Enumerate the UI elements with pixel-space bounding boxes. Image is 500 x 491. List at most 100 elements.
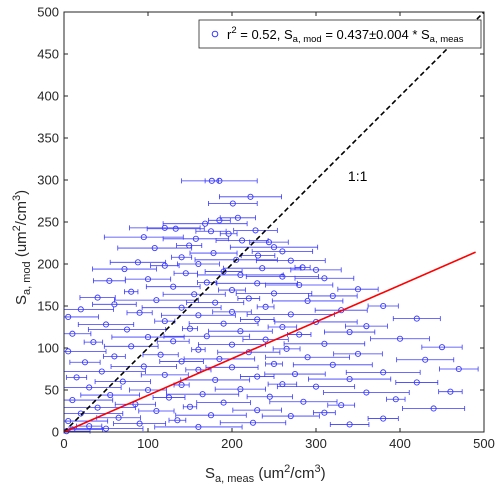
legend-r-sup: 2 [231, 25, 236, 36]
point-marker [279, 248, 286, 255]
data-point [205, 364, 259, 371]
point-marker [90, 339, 97, 346]
data-point [146, 225, 205, 232]
data-point [323, 389, 410, 396]
point-marker [136, 420, 143, 427]
data-point [292, 361, 373, 368]
data-point [63, 384, 122, 391]
data-point [267, 323, 298, 331]
data-point [217, 349, 281, 356]
data-point [218, 286, 246, 294]
point-marker [195, 312, 202, 319]
data-point [182, 403, 198, 410]
data-point [219, 230, 238, 237]
data-point [235, 290, 313, 297]
point-marker [107, 391, 114, 399]
point-marker [380, 415, 387, 422]
point-marker [207, 412, 215, 419]
y-label-unit-sup: 2 [11, 225, 23, 231]
data-point [421, 344, 463, 351]
data-point [195, 228, 227, 235]
point-marker [178, 304, 185, 311]
data-point [246, 311, 335, 318]
data-point [337, 286, 379, 293]
point-marker [254, 373, 261, 380]
data-point [142, 351, 179, 358]
point-marker [128, 288, 135, 295]
data-point [196, 399, 251, 406]
x-label-unit-close: /cm [290, 465, 314, 482]
y-tick-label: 450 [37, 47, 59, 62]
data-point [208, 217, 231, 224]
point-marker [191, 291, 198, 298]
data-point [386, 396, 406, 403]
data-point [208, 328, 273, 335]
point-marker [199, 391, 206, 398]
point-marker [210, 250, 217, 257]
data-point [396, 356, 455, 363]
data-point [212, 308, 252, 315]
data-point [141, 304, 222, 311]
point-marker [115, 414, 122, 421]
point-marker [430, 405, 437, 412]
data-point [176, 260, 220, 268]
point-marker [363, 389, 370, 396]
point-marker [259, 265, 266, 272]
legend-entry: r2 = 0.52, Sa, mod = 0.437±0.004 * Sa, m… [227, 25, 464, 45]
y-label-unit-open: (um [13, 231, 30, 261]
data-point [63, 397, 114, 404]
point-marker [291, 370, 299, 378]
point-marker [270, 244, 278, 251]
point-marker [321, 409, 328, 416]
y-tick-label: 250 [37, 215, 59, 230]
point-marker [216, 355, 223, 362]
data-point [68, 425, 144, 432]
data-point [283, 340, 366, 347]
legend-meas-sub: a, meas [430, 34, 464, 45]
point-marker [170, 283, 177, 290]
data-point [162, 235, 230, 242]
point-marker [304, 297, 311, 305]
data-point [239, 373, 275, 380]
data-point [256, 303, 275, 310]
point-marker [69, 330, 76, 337]
point-marker [438, 344, 446, 351]
data-point [308, 376, 392, 383]
point-marker [174, 417, 181, 424]
point-marker [170, 338, 177, 345]
point-marker [354, 350, 362, 357]
point-marker [380, 302, 387, 310]
point-marker [202, 220, 209, 227]
data-point [402, 405, 466, 412]
data-point [272, 345, 301, 352]
x-label-main: S [205, 465, 215, 482]
data-point [150, 262, 180, 269]
data-point [156, 338, 190, 345]
data-point [392, 315, 441, 322]
point-marker [254, 252, 262, 259]
data-point [145, 283, 201, 290]
point-marker [144, 386, 152, 394]
data-point [154, 318, 176, 325]
one-to-one-label: 1:1 [348, 168, 368, 184]
legend: r2 = 0.52, Sa, mod = 0.437±0.004 * Sa, m… [198, 19, 482, 49]
data-point [265, 281, 334, 289]
point-marker [102, 425, 110, 432]
data-point [163, 333, 251, 340]
point-marker [413, 315, 420, 322]
point-marker [178, 381, 185, 389]
data-point [232, 407, 282, 414]
data-point [113, 420, 167, 427]
data-point [265, 354, 351, 361]
point-marker [254, 280, 261, 287]
data-point [96, 414, 141, 421]
point-marker [203, 279, 210, 286]
y-tick-label: 300 [37, 173, 59, 188]
point-marker [140, 234, 147, 241]
data-point [111, 334, 185, 341]
point-marker [354, 286, 362, 293]
point-marker [140, 363, 147, 370]
y-tick-label: 150 [37, 299, 59, 314]
data-point [94, 378, 151, 385]
data-point [344, 323, 388, 330]
